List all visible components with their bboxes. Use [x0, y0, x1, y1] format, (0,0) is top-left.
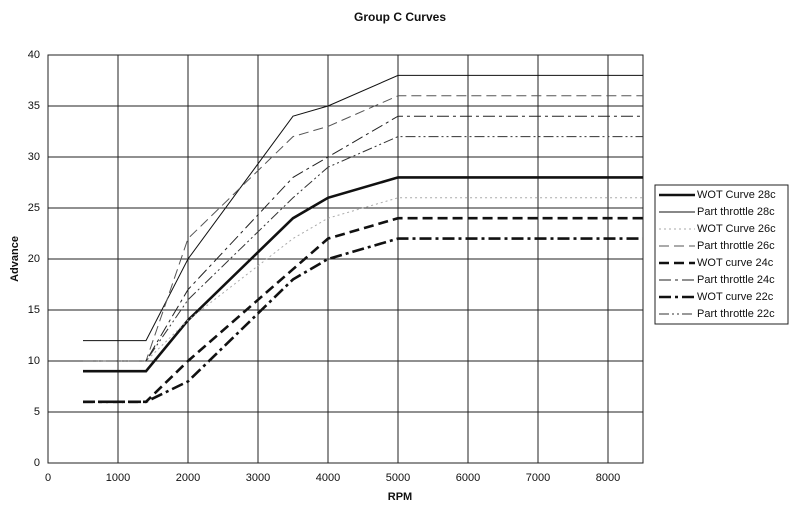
legend-label: Part throttle 28c — [697, 206, 775, 218]
y-tick-label: 10 — [28, 355, 40, 367]
x-tick-label: 8000 — [596, 472, 620, 484]
legend-label: WOT curve 22c — [697, 291, 774, 303]
series-line — [83, 95, 643, 362]
x-tick-label: 6000 — [456, 472, 480, 484]
legend-label: Part throttle 22c — [697, 308, 775, 320]
legend-label: WOT Curve 28c — [697, 189, 776, 201]
series-line — [83, 197, 643, 362]
x-axis-label: RPM — [388, 491, 412, 503]
y-axis-label: Advance — [9, 236, 21, 282]
legend-label: WOT curve 24c — [697, 257, 774, 269]
legend-box — [654, 184, 789, 325]
y-tick-label: 15 — [28, 304, 40, 316]
y-tick-label: 35 — [28, 100, 40, 112]
series-line — [83, 74, 643, 342]
legend-label: Part throttle 26c — [697, 240, 775, 252]
x-tick-label: 2000 — [176, 472, 200, 484]
y-tick-label: 20 — [28, 253, 40, 265]
series-line — [83, 237, 643, 404]
y-tick-label: 0 — [34, 457, 40, 469]
legend-label: Part throttle 24c — [697, 274, 775, 286]
legend-label: WOT Curve 26c — [697, 223, 776, 235]
series-line — [83, 115, 643, 362]
x-tick-label: 4000 — [316, 472, 340, 484]
series-line — [83, 176, 643, 373]
x-tick-label: 1000 — [106, 472, 130, 484]
x-tick-label: 0 — [45, 472, 51, 484]
x-tick-label: 5000 — [386, 472, 410, 484]
series-line — [83, 136, 643, 362]
y-tick-label: 5 — [34, 406, 40, 418]
x-tick-label: 3000 — [246, 472, 270, 484]
chart-title: Group C Curves — [354, 10, 446, 24]
x-tick-label: 7000 — [526, 472, 550, 484]
y-tick-label: 30 — [28, 151, 40, 163]
y-tick-label: 40 — [28, 49, 40, 61]
y-tick-label: 25 — [28, 202, 40, 214]
